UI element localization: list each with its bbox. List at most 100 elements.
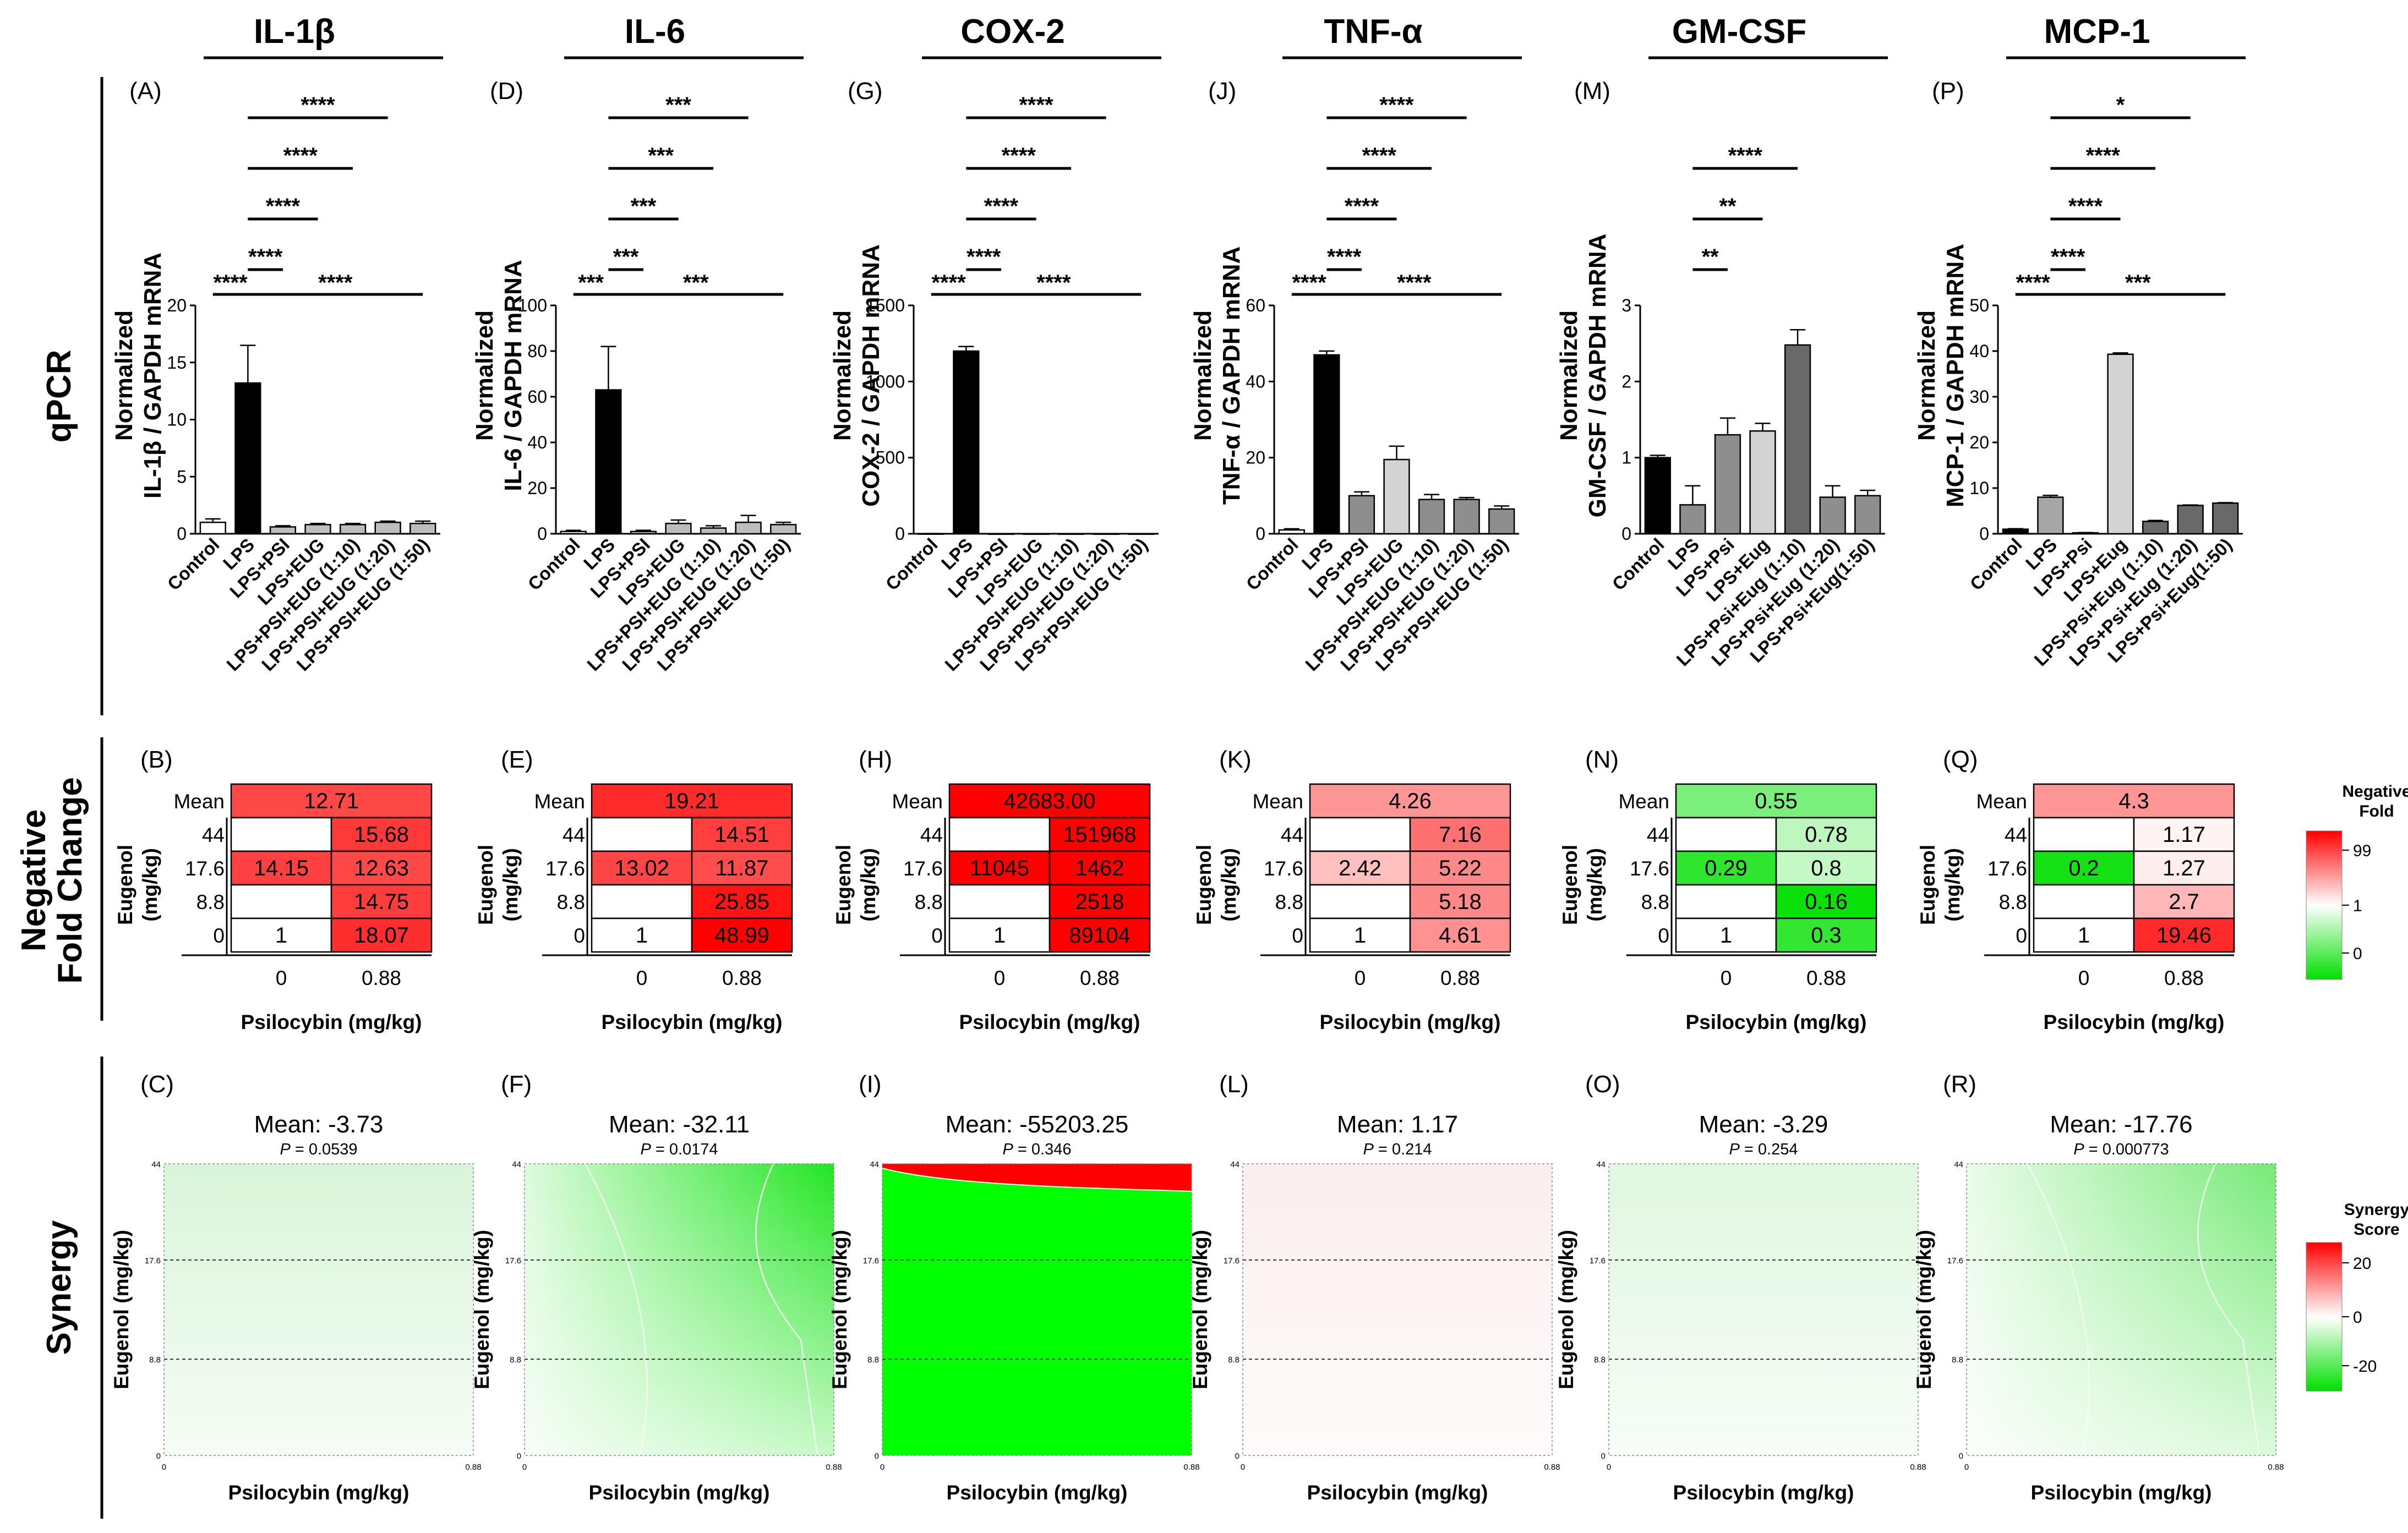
column-5: GM-CSF (M) Normalized GM-CSF / GAPDH mRNA 0 1… (1555, 13, 1926, 1504)
column-2: IL-6 (D) Normalized IL-6 / GAPDH mRNA 0 20 40 6… (471, 13, 842, 1504)
marker-title: MCP-1 (2044, 13, 2150, 51)
cell-value: 5.18 (1439, 890, 1482, 914)
y-tick-label: 10 (1969, 478, 1989, 498)
cell-value: 1 (1354, 923, 1366, 948)
bar (2212, 502, 2239, 535)
bar (1418, 499, 1445, 535)
significance-label: *** (631, 194, 657, 218)
y-tick-label: 8.8 (915, 891, 943, 913)
y-tick-label: 17.6 (1224, 1256, 1240, 1266)
y-axis-label-1: Eugenol (1193, 845, 1215, 925)
significance-label: **** (1036, 271, 1071, 295)
y-tick-label: 0 (537, 524, 547, 544)
cell-value: 1.17 (2163, 823, 2205, 847)
bar (595, 389, 622, 535)
y-axis-label: Eugenol (mg/kg) (828, 1230, 851, 1389)
significance-label: **** (1345, 194, 1379, 218)
y-tick-label: 1500 (866, 295, 905, 315)
panel-label: (D) (490, 78, 523, 105)
y-tick-label: 0 (895, 524, 905, 544)
cell-value: 1462 (1075, 856, 1124, 880)
panel-label: (R) (1943, 1071, 1976, 1098)
bar (1784, 344, 1811, 535)
heatmap-cell (2133, 917, 2235, 953)
heatmap-cell (1409, 884, 1511, 919)
x-tick-label: 0 (1607, 1463, 1611, 1472)
y-tick-label: 44 (1596, 1160, 1606, 1169)
cell-value: 14.15 (254, 856, 309, 880)
heatmap-cell (1309, 884, 1411, 919)
row-label-nfc-line2: Fold Change (51, 777, 89, 983)
x-axis-label: Psilocybin (mg/kg) (947, 1481, 1128, 1504)
heatmap-cell (230, 884, 332, 919)
cell-value: 89104 (1069, 923, 1130, 948)
y-tick-label: 8.8 (149, 1355, 161, 1365)
x-tick-label: 0.88 (826, 1463, 842, 1472)
cell-value: 1 (636, 923, 648, 948)
y-tick-label: 20 (1246, 448, 1265, 468)
y-label-1: Normalized (1555, 310, 1582, 441)
nfc-legend-tick-high: 99 (2353, 842, 2371, 860)
cell-value: 0.2 (2068, 856, 2099, 880)
panel-label: (B) (140, 746, 173, 773)
marker-title: IL-1β (254, 13, 335, 51)
marker-title: GM-CSF (1672, 13, 1807, 51)
x-tick-label: 0.88 (2268, 1463, 2284, 1472)
bar (234, 382, 261, 535)
significance-label: **** (967, 245, 1001, 269)
x-axis-label: Psilocybin (mg/kg) (2044, 1011, 2225, 1033)
synergy-surface (882, 1164, 1192, 1455)
mean-cell (948, 783, 1151, 819)
bar (1644, 457, 1671, 535)
y-label-2: MCP-1 / GAPDH mRNA (1942, 244, 1969, 507)
y-tick-label: 17.6 (1630, 857, 1669, 880)
significance-label: **** (301, 93, 335, 117)
y-tick-label: 0 (156, 1452, 161, 1461)
heatmap-cell (2133, 817, 2235, 852)
x-tick-label: 0 (1355, 967, 1366, 989)
y-axis-label: Eugenol (mg/kg) (1189, 1230, 1211, 1389)
panel-label: (F) (501, 1071, 532, 1098)
y-tick-label: 8.8 (867, 1355, 879, 1365)
synergy-legend-title-2: Score (2354, 1220, 2399, 1239)
x-tick-label: Control (1608, 534, 1668, 594)
nfc-legend: Negative Fold 99 1 0 (2306, 782, 2408, 980)
panel-label: (J) (1208, 78, 1236, 105)
nfc-legend-gradient (2306, 830, 2343, 980)
bar (1383, 458, 1410, 535)
bar (199, 522, 226, 535)
y-tick-label: 60 (527, 387, 547, 407)
bar (1313, 354, 1340, 535)
y-tick-label: 0 (517, 1452, 521, 1461)
cell-value: 25.85 (714, 890, 769, 914)
y-axis-label: Eugenol (mg/kg) (471, 1230, 493, 1389)
y-tick-label: 0 (177, 524, 187, 544)
significance-label: *** (648, 144, 674, 168)
heatmap-cell (948, 850, 1051, 886)
bar (1819, 496, 1846, 535)
mean-cell (230, 783, 433, 819)
y-tick-label: 8.8 (196, 891, 225, 913)
cell-value: 4.61 (1439, 923, 1482, 948)
bar (269, 526, 297, 535)
y-tick-label: 44 (1954, 1160, 1963, 1169)
cell-value: 0.8 (1811, 856, 1842, 880)
heatmap-cell (1409, 817, 1511, 852)
y-tick-label: 8.8 (1275, 891, 1303, 913)
heatmap-cell (2033, 917, 2135, 953)
cell-value: 48.99 (714, 923, 769, 948)
synergy-legend: Synergy Score 20 0 -20 (2306, 1201, 2408, 1392)
cell-value: 151968 (1063, 823, 1136, 847)
row-label-qpcr: qPCR (40, 350, 78, 443)
synergy-peak-region (882, 1164, 1192, 1191)
heatmap-cell (230, 917, 332, 953)
y-tick-label: 30 (1969, 387, 1989, 407)
heatmap-cell (948, 884, 1051, 919)
y-tick-label: 44 (870, 1160, 879, 1169)
panel-label: (E) (501, 746, 533, 773)
significance-label: **** (283, 144, 318, 168)
y-label-2: IL-6 / GAPDH mRNA (500, 260, 527, 491)
synergy-mean: Mean: -3.29 (1699, 1111, 1828, 1138)
significance-label: ** (1719, 194, 1737, 218)
marker-title: IL-6 (625, 13, 685, 51)
